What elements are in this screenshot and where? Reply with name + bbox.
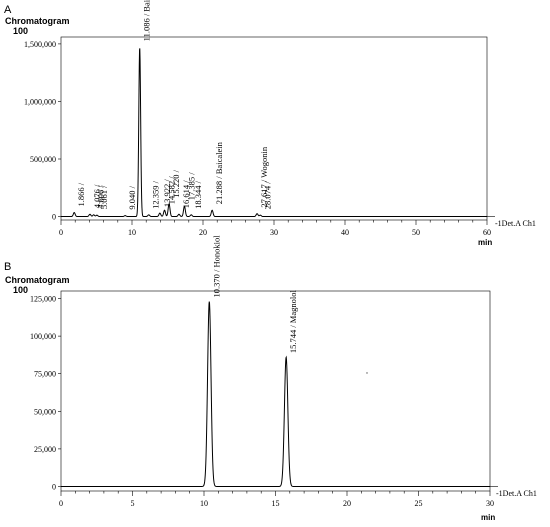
peak-label: 17.385 / <box>186 172 196 201</box>
axis-ticks-b: 0 25,000 50,000 75,000 100,000 125,000 0 5 10 15 2… <box>30 295 498 508</box>
x-tick-label: 20 <box>199 228 207 237</box>
chromatogram-trace-b <box>61 301 490 487</box>
peak-label: 4.076 / <box>92 184 102 208</box>
plot-frame-b <box>60 290 491 492</box>
chromatogram-panel-a: A Chromatogram 100 0500,0001,000,0001,50… <box>4 0 536 247</box>
x-tick-label: 60 <box>483 228 491 237</box>
peak-label: 16.614 / <box>181 180 191 209</box>
peak-label: 21.288 / Baicalein <box>214 141 224 204</box>
y-tick-label: 50,000 <box>34 407 56 416</box>
y-tick-label: 1,000,000 <box>24 97 56 106</box>
chart-header-b-line2: 100 <box>13 285 28 295</box>
y-tick-label: 100,000 <box>30 332 56 341</box>
x-tick-label: 30 <box>486 499 494 508</box>
panel-letter-b: B <box>4 261 11 273</box>
chromatogram-trace-a <box>61 48 487 218</box>
x-tick-label: 0 <box>59 228 63 237</box>
detector-label-a: -1Det.A Ch1 <box>495 219 536 228</box>
peak-label: 9.040 / <box>127 185 137 209</box>
x-tick-label: 10 <box>200 499 208 508</box>
x-unit-label-b: min <box>481 513 495 522</box>
x-tick-label: 40 <box>341 228 349 237</box>
x-tick-label: 20 <box>343 499 351 508</box>
peak-label: 15.220 / <box>171 169 181 198</box>
peak-label: 15.744 / Magnolol <box>288 289 298 353</box>
detector-prefix-b: - <box>496 489 499 498</box>
peak-label: 13.922 / <box>162 179 172 208</box>
peak-labels-b: 10.370 / Honokiol 15.744 / Magnolol <box>211 235 298 353</box>
peak-label: 10.370 / Honokiol <box>211 235 221 298</box>
x-tick-label: 10 <box>128 228 136 237</box>
x-tick-label: 0 <box>59 499 63 508</box>
chart-header-a-line2: 100 <box>13 26 28 36</box>
panel-letter-a: A <box>4 4 12 16</box>
peak-label: 14.582 / <box>167 176 177 205</box>
peak-label: 18.344 / <box>193 180 203 209</box>
peak-label: 5.061 / <box>99 185 109 209</box>
axis-ticks-a: 0 500,000 1,000,000 1,500,000 0 10 20 30 40 50 60 <box>24 40 495 237</box>
x-tick-label: 5 <box>131 499 135 508</box>
y-tick-label: 500,000 <box>30 155 56 164</box>
peak-label: 11.086 / Baicalin <box>142 0 152 41</box>
peak-label: 4.606 / <box>96 185 106 209</box>
y-tick-label: 0 <box>52 213 56 222</box>
peak-label: 1.866 / <box>76 182 86 206</box>
y-tick-label: 0 <box>52 482 56 491</box>
y-tick-label: 1,500,000 <box>24 40 56 49</box>
noise-dot <box>366 372 368 374</box>
y-tick-label: 75,000 <box>34 370 56 379</box>
detector-prefix-a: - <box>495 219 498 228</box>
x-tick-label: 30 <box>270 228 278 237</box>
peak-label: 27.617 / Wogonin <box>259 146 269 208</box>
peak-label: 28.074 / <box>262 181 272 210</box>
peak-label: 12.359 / <box>151 180 161 209</box>
chart-header-b-line1: Chromatogram <box>5 275 70 285</box>
plot-frame-a <box>60 36 488 221</box>
detector-name-a: 1Det.A Ch1 <box>498 219 536 228</box>
x-tick-label: 15 <box>272 499 280 508</box>
y-tick-label: 25,000 <box>34 445 56 454</box>
x-tick-label: 50 <box>412 228 420 237</box>
detector-label-b: -1Det.A Ch1 <box>496 489 537 498</box>
chromatogram-panel-b: B Chromatogram 100 025,00050,00075,00010… <box>4 235 537 522</box>
x-unit-label-a: min <box>478 238 492 247</box>
x-tick-label: 25 <box>415 499 423 508</box>
y-tick-label: 125,000 <box>30 295 56 304</box>
chart-header-a-line1: Chromatogram <box>5 16 70 26</box>
detector-name-b: 1Det.A Ch1 <box>499 489 537 498</box>
peak-labels-a: 1.866 / 4.076 /4.606 /5.061 / 9.040 / 11.08… <box>76 0 272 210</box>
